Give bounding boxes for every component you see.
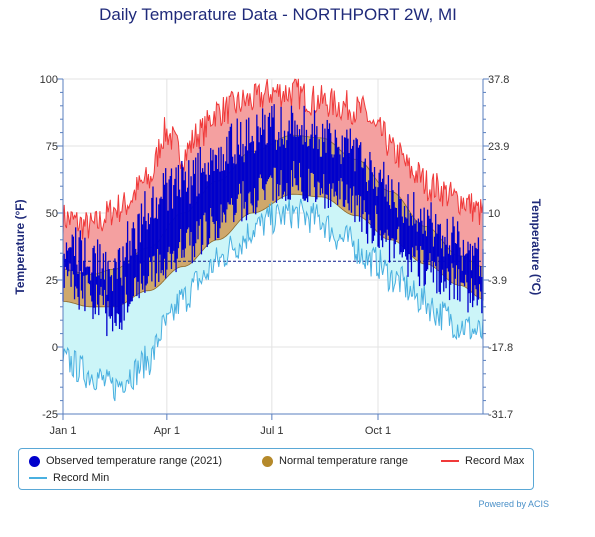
- credit-link[interactable]: Powered by ACIS: [478, 499, 549, 509]
- record-max-line-icon: [441, 460, 459, 462]
- y-tick-label: -25: [42, 409, 58, 421]
- legend-label-record-min: Record Min: [53, 472, 110, 484]
- record-min-line-icon: [29, 477, 47, 479]
- legend-item-normal[interactable]: Normal temperature range: [262, 455, 408, 467]
- x-tick-label: Jul 1: [260, 425, 283, 437]
- y-tick-label: 75: [46, 141, 58, 153]
- y-tick-label: 50: [46, 208, 58, 220]
- normal-marker-icon: [262, 455, 273, 467]
- y2-tick-label: -17.8: [488, 342, 513, 354]
- y-tick-label: 0: [52, 342, 58, 354]
- record-min-line: [62, 198, 484, 402]
- x-tick-label: Jan 1: [50, 425, 77, 437]
- observed-marker-icon: [29, 455, 40, 467]
- legend-item-observed[interactable]: Observed temperature range (2021): [29, 455, 222, 467]
- legend-item-record-max[interactable]: Record Max: [441, 455, 524, 467]
- legend-label-observed: Observed temperature range (2021): [46, 455, 223, 467]
- y2-tick-label: 23.9: [488, 141, 509, 153]
- record-max-line: [62, 78, 484, 240]
- y2-tick-label: -31.7: [488, 409, 513, 421]
- plot-area: 100 75 50 25 0 -25 37.8 23.9 10 -3.9 -17.8 -31.7 Jan…: [40, 74, 513, 437]
- x-tick-label: Oct 1: [365, 425, 391, 437]
- legend-label-record-max: Record Max: [465, 455, 525, 467]
- chart-title: Daily Temperature Data - NORTHPORT 2W, M…: [99, 5, 457, 24]
- legend-label-normal: Normal temperature range: [279, 455, 409, 467]
- y2-axis-title: Temperature (°C): [529, 199, 543, 296]
- y2-tick-label: 10: [488, 208, 500, 220]
- legend-item-record-min[interactable]: Record Min: [29, 472, 109, 484]
- y-tick-label: 25: [46, 275, 58, 287]
- y2-tick-label: -3.9: [488, 275, 507, 287]
- y2-tick-label: 37.8: [488, 74, 509, 86]
- y-axis-title: Temperature (°F): [13, 199, 27, 294]
- y-tick-label: 100: [40, 74, 58, 86]
- legend: Observed temperature range (2021) Normal…: [18, 448, 534, 490]
- x-tick-label: Apr 1: [154, 425, 180, 437]
